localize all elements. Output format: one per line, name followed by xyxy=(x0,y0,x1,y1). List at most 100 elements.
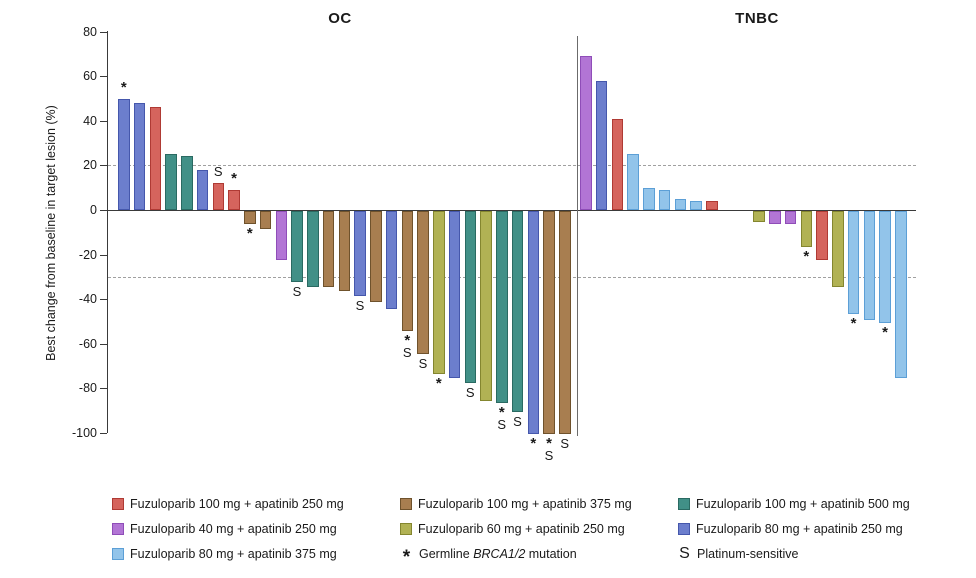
legend-label-part: BRCA1/2 xyxy=(473,546,526,561)
patient-bar xyxy=(800,211,812,247)
patient-bar xyxy=(863,211,875,321)
legend-item: S Platinum-sensitive xyxy=(678,545,798,562)
patient-bar xyxy=(611,118,623,210)
platinum-sensitive-marker: S xyxy=(213,164,223,180)
legend-item: Fuzuloparib 80 mg + apatinib 250 mg xyxy=(678,520,903,537)
platinum-sensitive-marker: S xyxy=(465,384,475,400)
brca-mutation-marker: * xyxy=(530,435,537,452)
legend-item: Fuzuloparib 60 mg + apatinib 250 mg xyxy=(400,520,625,537)
patient-bar xyxy=(595,80,608,210)
zero-baseline xyxy=(108,210,916,211)
brca-mutation-marker: * xyxy=(498,403,505,421)
platinum-sensitive-marker: S xyxy=(497,416,507,432)
patient-bar xyxy=(322,211,335,287)
platinum-sensitive-symbol: S xyxy=(679,544,690,562)
legend-color-swatch xyxy=(112,522,124,535)
legend-item: Fuzuloparib 80 mg + apatinib 375 mg xyxy=(112,545,337,562)
legend-color-swatch xyxy=(678,522,690,535)
legend-color-swatch xyxy=(400,497,412,510)
y-tick-mark xyxy=(100,433,107,434)
patient-bar xyxy=(181,156,193,210)
brca-mutation-marker: * xyxy=(850,314,857,332)
legend-color-swatch xyxy=(112,497,124,510)
y-tick-label: -80 xyxy=(78,381,97,396)
legend-label-part: Germline xyxy=(419,546,474,561)
legend-label-part: mutation xyxy=(525,546,577,561)
patient-bar xyxy=(259,211,272,229)
panel-title-oc: OC xyxy=(328,10,352,27)
platinum-sensitive-marker: S xyxy=(418,355,428,371)
legend-label-part: Platinum-sensitive xyxy=(697,546,799,561)
y-tick-mark xyxy=(100,165,107,167)
patient-bar xyxy=(354,211,366,296)
panel-title-tnbc: TNBC xyxy=(735,10,779,27)
legend-label: Fuzuloparib 100 mg + apatinib 375 mg xyxy=(418,496,632,511)
legend-item: Fuzuloparib 40 mg + apatinib 250 mg xyxy=(112,520,337,537)
patient-bar xyxy=(690,201,702,210)
platinum-sensitive-marker: S xyxy=(355,297,365,313)
legend-item: Fuzuloparib 100 mg + apatinib 375 mg xyxy=(400,495,632,512)
brca-mutation-marker: * xyxy=(803,247,810,265)
y-tick-label: -100 xyxy=(71,426,97,440)
y-tick-mark xyxy=(100,299,107,301)
patient-bar xyxy=(674,198,686,210)
patient-bar xyxy=(580,56,592,210)
patient-bar xyxy=(448,211,461,379)
platinum-sensitive-marker: S xyxy=(560,436,570,451)
y-tick-mark xyxy=(100,31,107,33)
patient-bar xyxy=(370,211,382,303)
legend-item: Fuzuloparib 100 mg + apatinib 250 mg xyxy=(112,495,344,512)
patient-bar xyxy=(118,98,130,210)
legend-color-swatch xyxy=(112,547,124,560)
y-tick-mark xyxy=(100,254,107,256)
y-tick-mark xyxy=(100,388,107,390)
patient-bar xyxy=(165,154,177,210)
patient-bar xyxy=(769,211,781,225)
y-tick-mark xyxy=(100,343,107,345)
brca-mutation-marker: * xyxy=(882,323,888,341)
patient-bar xyxy=(338,211,350,292)
patient-bar xyxy=(212,183,224,210)
patient-bar xyxy=(480,211,492,401)
patient-bar xyxy=(658,189,671,210)
platinum-sensitive-marker: S xyxy=(402,345,412,361)
patient-bar xyxy=(496,211,508,403)
legend-label: Platinum-sensitive xyxy=(697,547,798,561)
patient-bar xyxy=(196,169,209,210)
legend: Fuzuloparib 100 mg + apatinib 250 mg Fuzu… xyxy=(0,482,976,574)
brca-mutation-marker: * xyxy=(246,225,253,243)
patient-bar xyxy=(559,211,571,434)
legend-label: Fuzuloparib 60 mg + apatinib 250 mg xyxy=(418,521,625,536)
y-tick-label: -20 xyxy=(78,247,97,262)
patient-bar xyxy=(847,211,860,314)
patient-bar xyxy=(511,211,524,412)
patient-bar xyxy=(816,211,828,261)
y-tick-label: 80 xyxy=(83,24,97,39)
patient-bar xyxy=(149,107,161,210)
brca-mutation-marker: * xyxy=(435,374,442,392)
legend-label: Fuzuloparib 80 mg + apatinib 375 mg xyxy=(130,546,337,561)
patient-bar xyxy=(464,211,476,383)
legend-label: Germline BRCA1/2 mutation xyxy=(419,547,577,561)
legend-item: * Germline BRCA1/2 mutation xyxy=(400,545,577,568)
patient-bar xyxy=(307,211,319,287)
legend-label: Fuzuloparib 100 mg + apatinib 500 mg xyxy=(696,496,910,511)
patient-bar xyxy=(527,211,539,434)
patient-bar xyxy=(879,211,891,323)
y-tick-mark xyxy=(100,120,107,122)
brca-mutation-symbol: * xyxy=(402,546,411,568)
y-axis-label: Best change from baseline in target lesi… xyxy=(44,105,58,361)
patient-bar xyxy=(627,154,639,210)
brca-mutation-marker: * xyxy=(546,435,552,452)
legend-label: Fuzuloparib 80 mg + apatinib 250 mg xyxy=(696,521,903,536)
y-tick-label: 40 xyxy=(83,113,97,128)
y-tick-label: -40 xyxy=(78,292,97,307)
legend-color-swatch xyxy=(678,497,690,510)
y-tick-label: 0 xyxy=(90,203,97,217)
reference-line xyxy=(108,165,916,167)
y-tick-label: 20 xyxy=(83,158,97,173)
patient-bar xyxy=(417,211,429,354)
brca-mutation-marker: * xyxy=(231,169,237,187)
y-tick-label: 60 xyxy=(83,69,97,84)
